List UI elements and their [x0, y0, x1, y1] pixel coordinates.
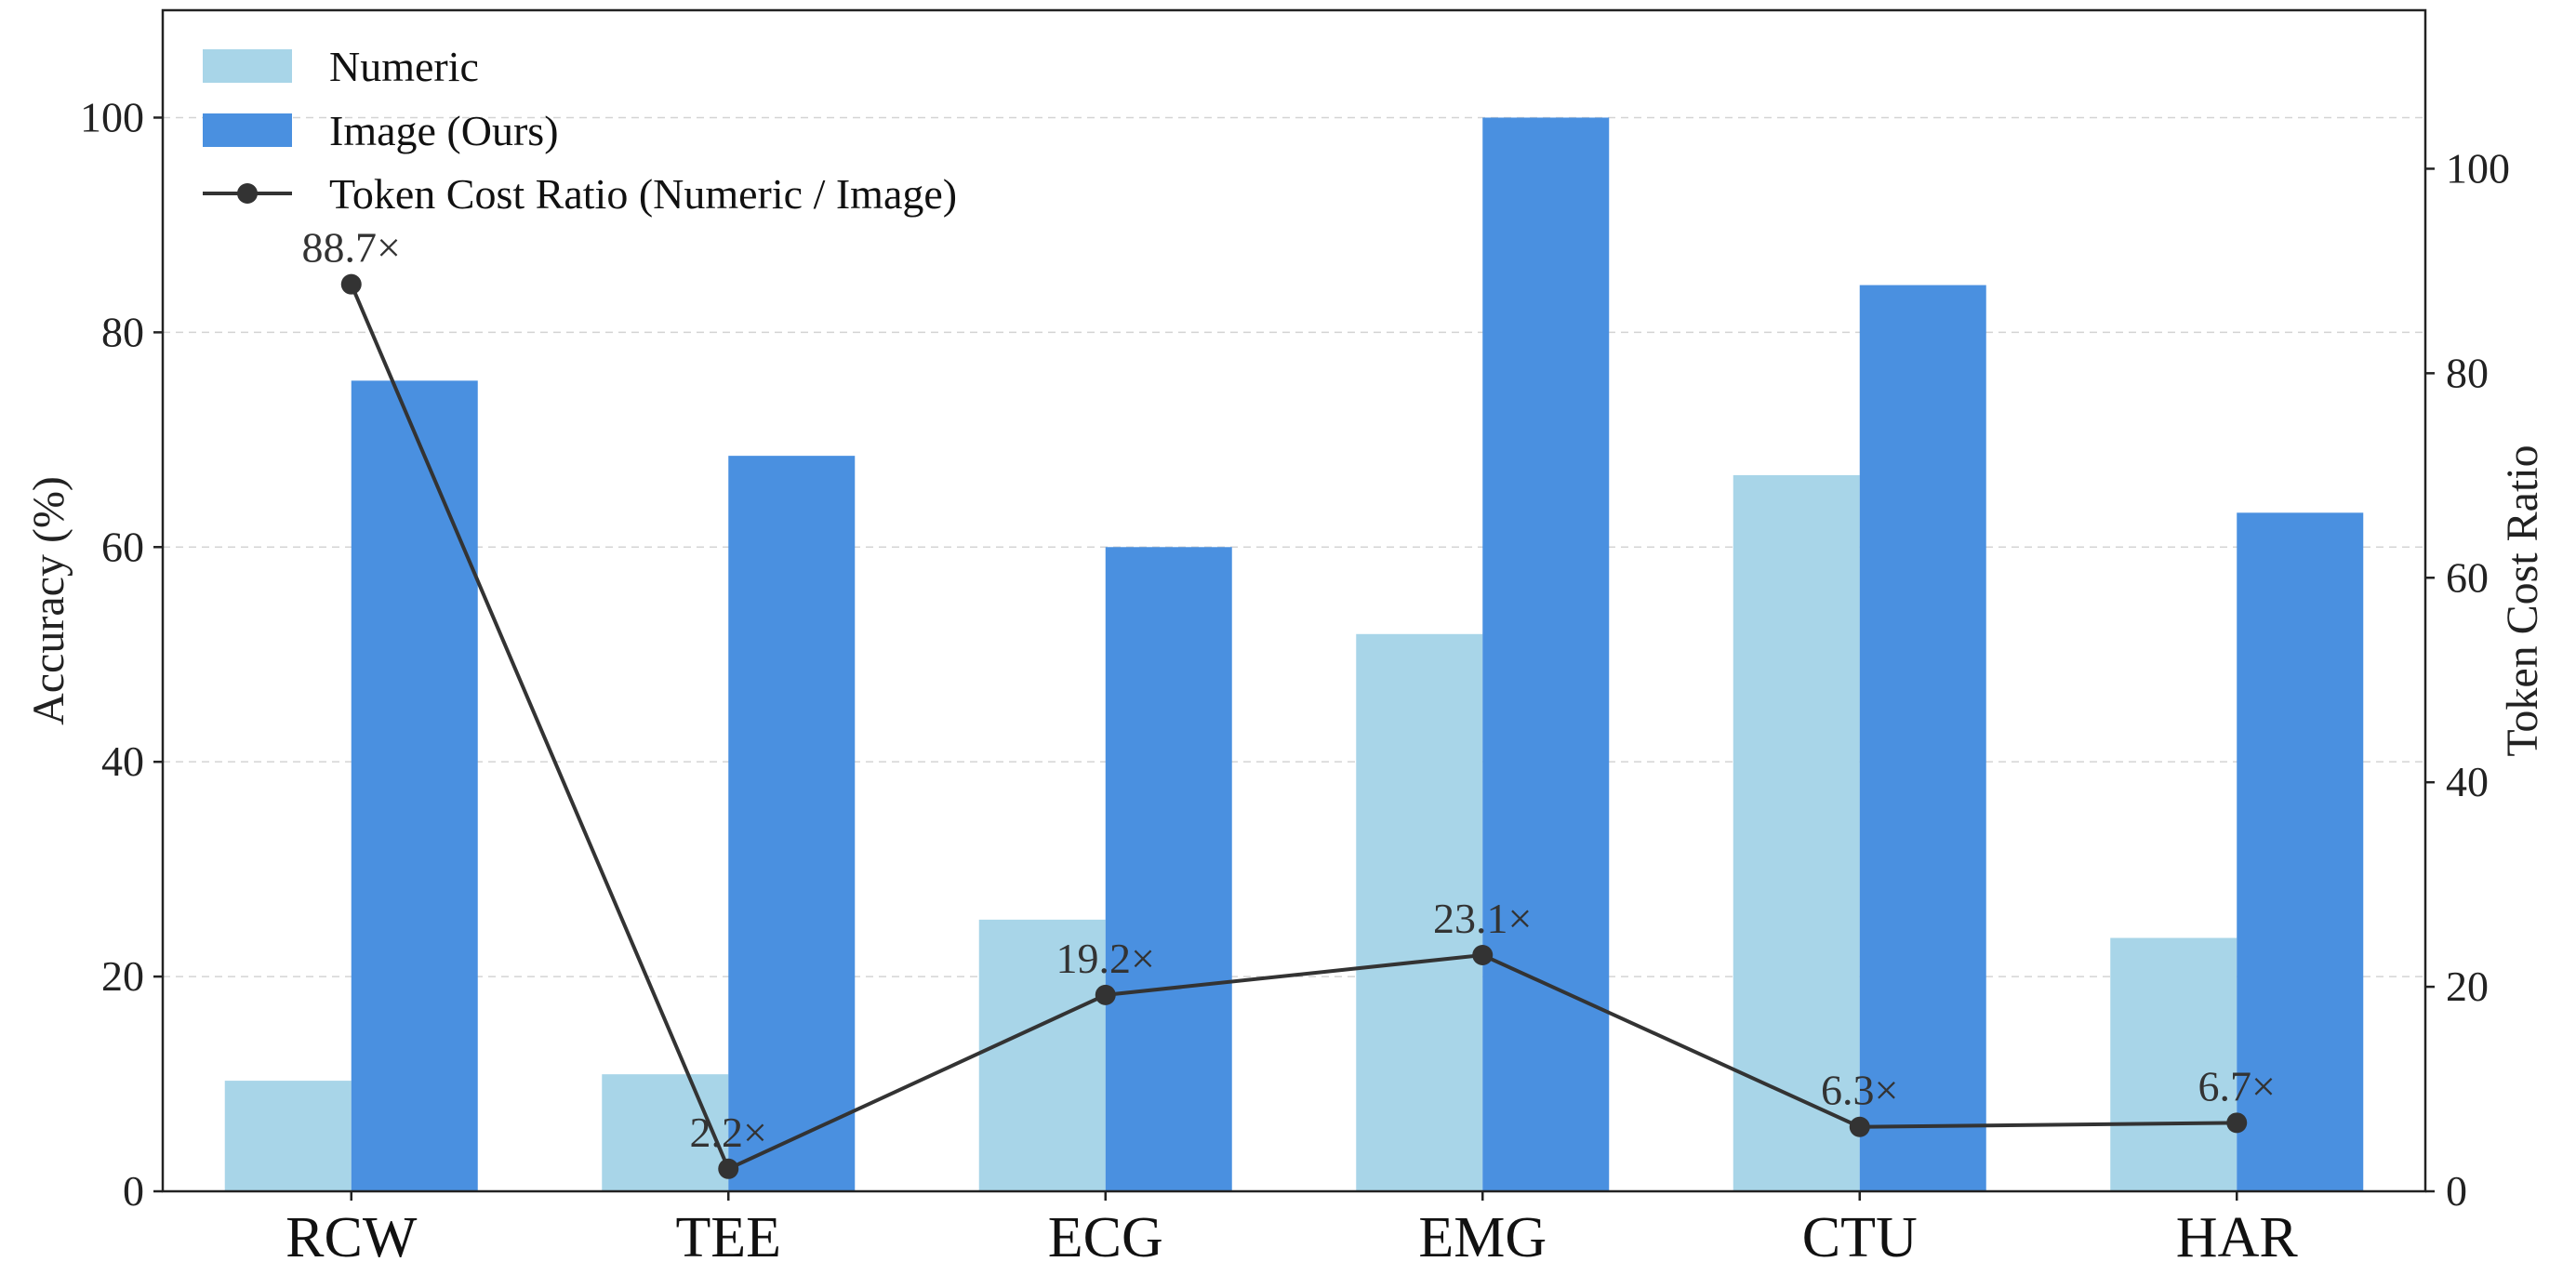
legend: Numeric Image (Ours) Token Cost Ratio (Num… — [203, 43, 957, 218]
x-tick-label-har: HAR — [2176, 1206, 2299, 1269]
x-axis: RCW TEE ECG EMG CTU HAR — [285, 1191, 2298, 1269]
ratio-label-emg: 23.1× — [1433, 895, 1532, 942]
right-tick-label-4: 80 — [2446, 349, 2489, 396]
x-tick-label-tee: TEE — [675, 1206, 781, 1269]
left-axis-title: Accuracy (%) — [24, 476, 73, 725]
bar-numeric-har — [2110, 937, 2237, 1191]
right-tick-label-1: 20 — [2446, 963, 2489, 1010]
ratio-label-tee: 2.2× — [690, 1109, 767, 1156]
ratio-point-ecg — [1095, 984, 1116, 1005]
right-axis-title: Token Cost Ratio — [2498, 445, 2547, 756]
legend-label-2: Token Cost Ratio (Numeric / Image) — [329, 170, 957, 218]
right-tick-label-0: 0 — [2446, 1167, 2467, 1215]
bar-image-ours-ctu — [1859, 285, 1986, 1192]
right-axis: 0 20 40 60 80 100 — [2425, 144, 2510, 1215]
ratio-point-emg — [1472, 945, 1494, 965]
left-tick-label-3: 60 — [101, 523, 144, 570]
left-tick-label-4: 80 — [101, 308, 144, 355]
ratio-point-rcw — [340, 273, 362, 295]
left-tick-label-2: 40 — [101, 737, 144, 785]
left-tick-label-0: 0 — [123, 1167, 144, 1215]
legend-label-0: Numeric — [329, 43, 479, 90]
x-tick-label-rcw: RCW — [285, 1206, 418, 1269]
left-axis: 0 20 40 60 80 100 — [80, 93, 163, 1215]
ratio-label-ecg: 19.2× — [1056, 935, 1155, 982]
plot-frame — [161, 8, 2427, 1193]
legend-swatch-1 — [203, 113, 292, 147]
bar-numeric-emg — [1356, 633, 1483, 1191]
left-tick-label-5: 100 — [80, 93, 144, 140]
ratio-line: 88.7× 2.2× 19.2× 23.1× 6.3× 6.7× — [302, 224, 2276, 1179]
x-tick-label-emg: EMG — [1418, 1206, 1547, 1269]
bar-numeric-ecg — [978, 919, 1106, 1191]
bar-image-ours-tee — [728, 456, 856, 1191]
right-tick-label-3: 60 — [2446, 553, 2489, 601]
x-tick-label-ctu: CTU — [1802, 1206, 1918, 1269]
bar-numeric-rcw — [224, 1081, 352, 1191]
bar-image-ours-rcw — [351, 380, 478, 1191]
bar-image-ours-ecg — [1105, 547, 1232, 1191]
bar-image-ours-emg — [1482, 117, 1610, 1191]
ratio-point-tee — [718, 1158, 739, 1179]
legend-label-1: Image (Ours) — [329, 107, 559, 154]
bar-numeric-tee — [602, 1074, 729, 1191]
x-tick-label-ecg: ECG — [1048, 1206, 1163, 1269]
right-tick-label-5: 100 — [2446, 144, 2510, 192]
ratio-label-ctu: 6.3× — [1821, 1067, 1898, 1114]
ratio-label-har: 6.7× — [2198, 1062, 2276, 1109]
right-tick-label-2: 40 — [2446, 758, 2489, 805]
bar-numeric-ctu — [1733, 474, 1860, 1191]
ratio-point-ctu — [1849, 1116, 1870, 1137]
ratio-point-har — [2226, 1112, 2248, 1134]
left-tick-label-1: 20 — [101, 952, 144, 1000]
bar-image-ours-har — [2237, 512, 2364, 1191]
legend-marker-swatch — [237, 183, 258, 204]
bars — [224, 117, 2364, 1192]
legend-swatch-0 — [203, 49, 292, 83]
ratio-polyline — [349, 283, 2237, 1172]
gridlines — [163, 116, 2425, 977]
ratio-label-rcw: 88.7× — [302, 224, 401, 272]
